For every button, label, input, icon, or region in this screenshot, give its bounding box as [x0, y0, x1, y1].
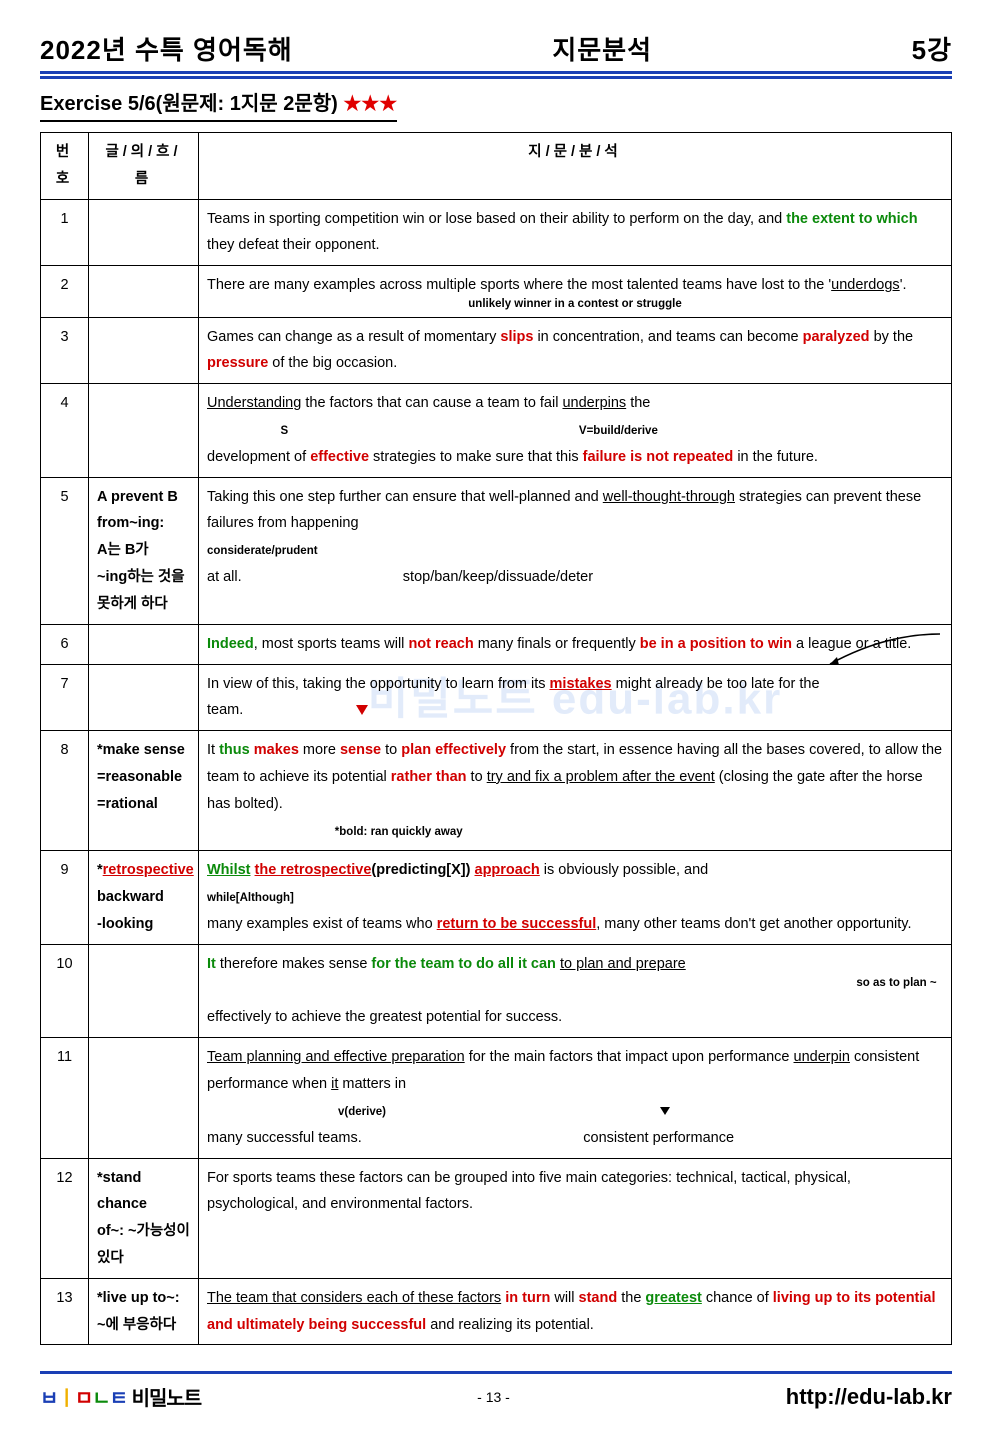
- page-number: - 13 -: [477, 1389, 510, 1405]
- table-row: 13*live up to~:~에 부응하다The team that cons…: [41, 1278, 952, 1345]
- table-row: 9*retrospectivebackward-lookingWhilst th…: [41, 851, 952, 944]
- row-note: [89, 944, 199, 1037]
- row-body: It therefore makes sense for the team to…: [199, 944, 952, 1037]
- table-row: 3 Games can change as a result of momenta…: [41, 317, 952, 384]
- table-header-row: 번호 글/의/흐/름 지/문/분/석: [41, 133, 952, 200]
- row-body: In view of this, taking the opportunity …: [199, 664, 952, 731]
- row-body: Indeed, most sports teams will not reach…: [199, 624, 952, 664]
- row-number: 3: [41, 317, 89, 384]
- row-body: Taking this one step further can ensure …: [199, 477, 952, 624]
- row-number: 12: [41, 1158, 89, 1278]
- row-body: Games can change as a result of momentar…: [199, 317, 952, 384]
- row-note: *retrospectivebackward-looking: [89, 851, 199, 944]
- header-left: 2022년 수특 영어독해: [40, 30, 293, 67]
- table-row: 1 Teams in sporting competition win or lo…: [41, 199, 952, 266]
- row-note: [89, 317, 199, 384]
- watermark: 비밀노트 edu-lab.kr: [368, 658, 782, 739]
- row-number: 7: [41, 664, 89, 731]
- row-number: 1: [41, 199, 89, 266]
- row-note: *make sense=reasonable=rational: [89, 731, 199, 851]
- footer: ㅂㅣㅁㄴㅌ 비밀노트 - 13 - http://edu-lab.kr: [40, 1371, 952, 1411]
- row-number: 11: [41, 1038, 89, 1158]
- row-number: 8: [41, 731, 89, 851]
- table-row: 12*stand chanceof~: ~가능성이있다For sports te…: [41, 1158, 952, 1278]
- row-note: [89, 624, 199, 664]
- table-row: 7 In view of this, taking the opportunity…: [41, 664, 952, 731]
- footer-logo: ㅂㅣㅁㄴㅌ 비밀노트: [40, 1382, 201, 1411]
- table-row: 8*make sense=reasonable=rationalIt thus …: [41, 731, 952, 851]
- row-number: 9: [41, 851, 89, 944]
- row-note: [89, 664, 199, 731]
- th-flow: 글/의/흐/름: [89, 133, 199, 200]
- arrow-swoosh: [825, 629, 945, 669]
- difficulty-stars: ★★★: [343, 93, 397, 115]
- row-body: Team planning and effective preparation …: [199, 1038, 952, 1158]
- header-center: 지문분석: [552, 30, 652, 67]
- row-number: 5: [41, 477, 89, 624]
- header-bar: 2022년 수특 영어독해 지문분석 5강: [40, 30, 952, 79]
- table-row: 4 Understanding the factors that can caus…: [41, 384, 952, 477]
- row-note: *live up to~:~에 부응하다: [89, 1278, 199, 1345]
- table-row: 6 Indeed, most sports teams will not reac…: [41, 624, 952, 664]
- row-number: 10: [41, 944, 89, 1037]
- exercise-label: Exercise 5/6(원문제: 1지문 2문항): [40, 93, 338, 115]
- row-number: 13: [41, 1278, 89, 1345]
- exercise-title: Exercise 5/6(원문제: 1지문 2문항) ★★★: [40, 85, 952, 132]
- row-body: Teams in sporting competition win or los…: [199, 199, 952, 266]
- row-body: Understanding the factors that can cause…: [199, 384, 952, 477]
- analysis-table: 번호 글/의/흐/름 지/문/분/석 1 Teams in sporting co…: [40, 132, 952, 1345]
- row-note: A prevent Bfrom~ing:A는 B가~ing하는 것을못하게 하다: [89, 477, 199, 624]
- row-number: 6: [41, 624, 89, 664]
- row-note: [89, 384, 199, 477]
- row-note: [89, 199, 199, 266]
- row-body: For sports teams these factors can be gr…: [199, 1158, 952, 1278]
- table-row: 11 Team planning and effective preparatio…: [41, 1038, 952, 1158]
- row-body: It thus makes more sense to plan effecti…: [199, 731, 952, 851]
- table-row: 10 It therefore makes sense for the team …: [41, 944, 952, 1037]
- row-number: 2: [41, 266, 89, 317]
- th-num: 번호: [41, 133, 89, 200]
- row-note: [89, 1038, 199, 1158]
- th-analysis: 지/문/분/석: [199, 133, 952, 200]
- header-right: 5강: [912, 30, 952, 67]
- footer-site: http://edu-lab.kr: [786, 1384, 952, 1410]
- row-body: There are many examples across multiple …: [199, 266, 952, 317]
- row-body: Whilst the retrospective(predicting[X]) …: [199, 851, 952, 944]
- table-row: 2 There are many examples across multiple…: [41, 266, 952, 317]
- table-row: 5A prevent Bfrom~ing:A는 B가~ing하는 것을못하게 하…: [41, 477, 952, 624]
- row-body: The team that considers each of these fa…: [199, 1278, 952, 1345]
- row-note: *stand chanceof~: ~가능성이있다: [89, 1158, 199, 1278]
- row-number: 4: [41, 384, 89, 477]
- row-note: [89, 266, 199, 317]
